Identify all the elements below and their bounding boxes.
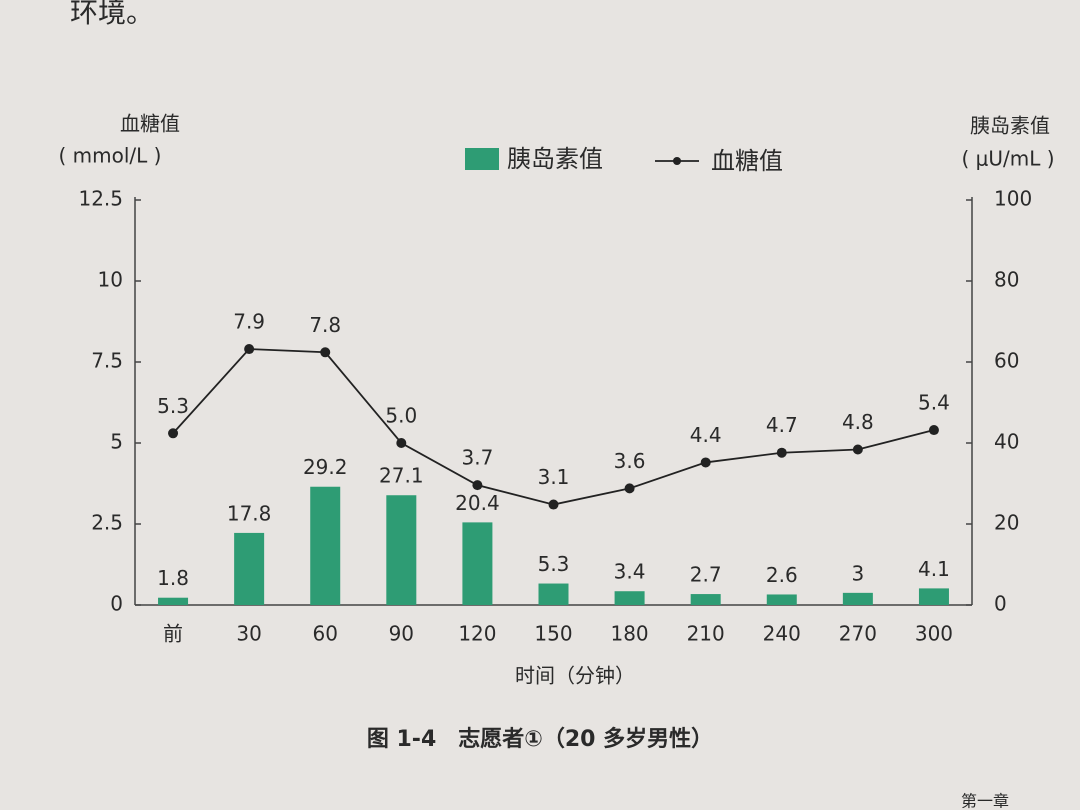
point: [700, 457, 711, 468]
bar-value-label: 2.6: [766, 563, 798, 587]
y-label: 血糖值: [120, 112, 180, 136]
y2-tick-label: 80: [994, 268, 1019, 292]
bar: [234, 532, 265, 605]
bar: [386, 495, 417, 605]
point-value-label: 3.7: [462, 446, 494, 470]
bar-value-label: 1.8: [157, 566, 189, 590]
point: [320, 347, 331, 358]
y2-tick-label: 40: [994, 430, 1019, 454]
y2-tick-label: 0: [994, 592, 1007, 616]
bar: [538, 583, 569, 605]
bar-value-label: 20.4: [455, 491, 500, 515]
x-tick-label: 120: [458, 622, 496, 646]
y-tick-label: 0: [110, 592, 123, 616]
y2-tick-label: 60: [994, 349, 1019, 373]
legend-label: 血糖值: [711, 147, 783, 175]
x-tick-label: 270: [839, 622, 877, 646]
bar-value-label: 27.1: [379, 464, 424, 488]
x-tick-label: 30: [236, 622, 261, 646]
point-value-label: 5.0: [385, 404, 417, 428]
y2-tick-label: 100: [994, 187, 1032, 211]
point: [548, 499, 559, 510]
bar: [690, 594, 721, 605]
y-tick-label: 12.5: [78, 187, 123, 211]
point-value-label: 7.8: [309, 313, 341, 337]
y-tick-label: 10: [98, 268, 123, 292]
point-value-label: 5.4: [918, 391, 950, 415]
bar-value-label: 5.3: [538, 552, 570, 576]
bar: [158, 597, 189, 605]
point: [396, 438, 407, 448]
bar: [918, 588, 949, 605]
x-label: 时间（分钟）: [515, 664, 635, 688]
point-value-label: 3.6: [614, 449, 646, 473]
point-value-label: 4.7: [766, 413, 798, 437]
y2-label: 胰岛素值: [970, 114, 1050, 138]
y-tick-label: 2.5: [91, 511, 123, 535]
footer: 第一章: [961, 792, 1009, 810]
bar-value-label: 17.8: [227, 501, 272, 525]
point: [776, 447, 787, 458]
bar-value-label: 3.4: [614, 560, 646, 584]
x-tick-label: 300: [915, 622, 953, 646]
y2-unit: ( μU/mL ): [961, 147, 1054, 171]
y-tick-label: 7.5: [91, 349, 123, 373]
y2-tick-label: 20: [994, 511, 1019, 535]
point-value-label: 4.4: [690, 423, 722, 447]
legend-swatch: [465, 148, 499, 170]
point-value-label: 4.8: [842, 410, 874, 434]
bar-value-label: 2.7: [690, 563, 722, 587]
bar-value-label: 3: [851, 561, 864, 585]
bar: [614, 591, 645, 605]
body-text: 环境。: [70, 0, 154, 29]
legend-swatch: [673, 157, 681, 165]
point: [624, 483, 635, 494]
x-tick-label: 前: [163, 622, 183, 646]
bar-value-label: 29.2: [303, 455, 348, 479]
x-tick-label: 210: [687, 622, 725, 646]
bar-value-label: 4.1: [918, 557, 950, 581]
point-value-label: 5.3: [157, 394, 189, 418]
y-tick-label: 5: [110, 430, 123, 454]
x-tick-label: 150: [534, 622, 572, 646]
y-unit: ( mmol/L ): [59, 144, 162, 168]
x-tick-label: 60: [313, 622, 338, 646]
point: [244, 344, 255, 355]
legend-label: 胰岛素值: [507, 145, 603, 173]
bar: [462, 522, 493, 605]
x-tick-label: 90: [389, 622, 414, 646]
point: [928, 425, 939, 436]
bar: [310, 486, 341, 605]
point: [168, 428, 179, 439]
x-tick-label: 240: [763, 622, 801, 646]
bar: [766, 594, 797, 605]
point-value-label: 3.1: [538, 465, 570, 489]
point-value-label: 7.9: [233, 310, 265, 334]
point: [852, 444, 863, 455]
x-tick-label: 180: [610, 622, 648, 646]
bar: [842, 592, 873, 605]
point: [472, 480, 483, 491]
caption: 图 1-4 志愿者①（20 多岁男性）: [367, 726, 713, 752]
